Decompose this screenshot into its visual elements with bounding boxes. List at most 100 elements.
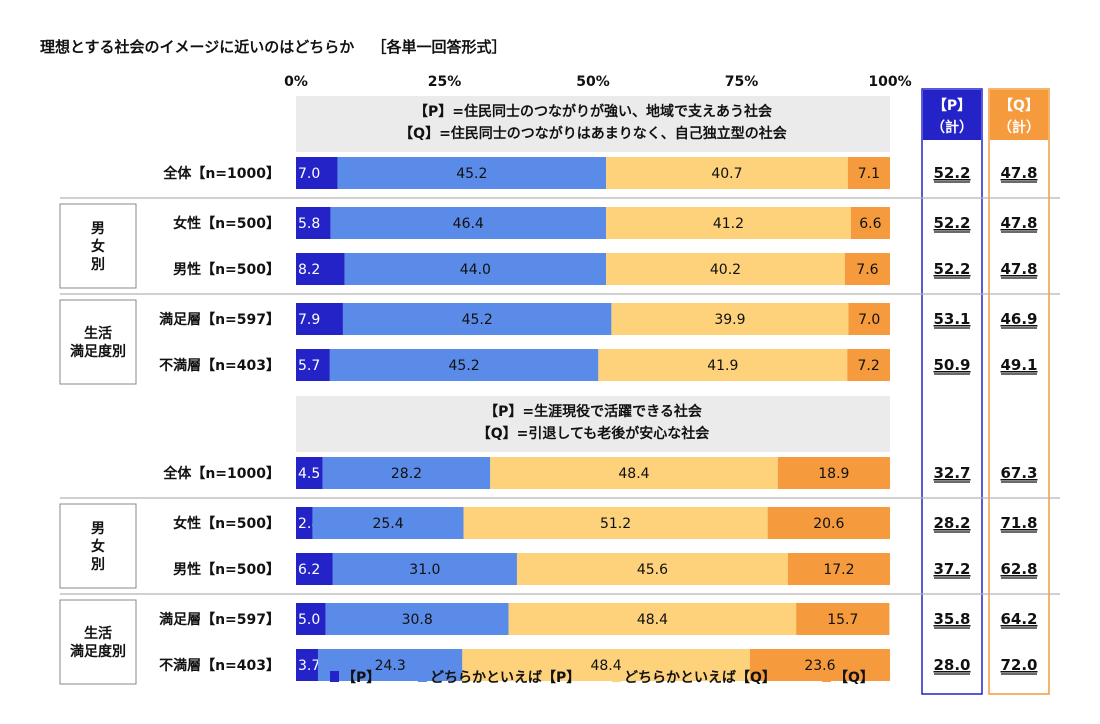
bar-value-label: 24.3 <box>375 658 406 674</box>
bar-segment-leanP <box>329 349 599 381</box>
bar-value-label: 45.2 <box>462 312 493 328</box>
bar-value-label: 7.6 <box>856 262 878 278</box>
bar-segment-leanP <box>330 207 607 239</box>
chart-title: 理想とする社会のイメージに近いのはどちらか ［各単一回答形式］ <box>40 36 507 57</box>
bar-value-label: 48.4 <box>618 466 649 482</box>
axis-tick-label: 100% <box>868 74 911 90</box>
row-label: 男性【n=500】 <box>173 561 280 578</box>
bar-value-label: 7.1 <box>858 166 880 182</box>
legend-swatch <box>822 671 831 682</box>
bar-value-label: 40.2 <box>710 262 741 278</box>
p-total-value: 35.8 <box>933 610 970 628</box>
bar-segment-leanP <box>344 253 607 285</box>
group-label-text: 女 <box>91 538 105 555</box>
legend-swatch <box>612 671 621 682</box>
bar-value-label: 3.7 <box>298 658 320 674</box>
row-label: 全体【n=1000】 <box>162 465 280 482</box>
bar-segment-Q <box>847 349 890 381</box>
bar-segment-P <box>296 603 326 635</box>
q-total-value: 46.9 <box>1000 310 1037 328</box>
p-total-value: 28.2 <box>933 514 970 532</box>
bar-segment-leanP <box>337 157 607 189</box>
bar-value-label: 45.2 <box>456 166 487 182</box>
row-label: 男性【n=500】 <box>173 261 280 278</box>
p-total-value: 52.2 <box>933 260 970 278</box>
legend-swatch <box>330 671 339 682</box>
bar-segment-P <box>296 157 338 189</box>
chart-title-text: 理想とする社会のイメージに近いのはどちらか <box>40 38 355 56</box>
group-label-text: 別 <box>90 257 105 273</box>
bar-value-label: 45.2 <box>449 358 480 374</box>
p-total-column-frame <box>921 88 983 695</box>
bar-value-label: 15.7 <box>827 612 858 628</box>
panel-header-background <box>296 96 890 152</box>
bar-value-label: 4.5 <box>298 466 320 482</box>
bar-value-label: 28.2 <box>391 466 422 482</box>
panel-header-line: 【P】=生涯現役で活躍できる社会 <box>484 403 703 420</box>
group-label-box <box>59 503 137 589</box>
p-total-value: 32.7 <box>933 464 970 482</box>
bar-segment-leanQ <box>463 507 768 539</box>
group-label-text: 生活 <box>84 325 112 342</box>
bar-segment-Q <box>848 303 890 335</box>
axis-tick-label: 75% <box>725 74 759 90</box>
q-total-header-line: （計） <box>998 119 1040 136</box>
group-label-text: 満足度別 <box>70 643 126 660</box>
bar-segment-P <box>296 649 318 681</box>
bar-segment-Q <box>796 603 890 635</box>
q-total-value: 67.3 <box>1000 464 1037 482</box>
group-label-text: 満足度別 <box>70 343 126 360</box>
row-label: 女性【n=500】 <box>173 515 280 532</box>
bar-value-label: 41.9 <box>707 358 738 374</box>
bar-segment-leanP <box>342 303 612 335</box>
bar-value-label: 7.2 <box>857 358 879 374</box>
chart-subtitle: ［各単一回答形式］ <box>371 38 507 56</box>
bar-value-label: 6.2 <box>298 562 320 578</box>
bar-segment-Q <box>787 553 890 585</box>
axis-tick-label: 25% <box>428 74 462 90</box>
bar-segment-P <box>296 349 330 381</box>
q-total-value: 47.8 <box>1000 214 1037 232</box>
row-label: 全体【n=1000】 <box>162 165 280 182</box>
bar-value-label: 45.6 <box>637 562 668 578</box>
bar-segment-leanQ <box>606 207 851 239</box>
bar-value-label: 7.0 <box>858 312 880 328</box>
bar-segment-leanQ <box>490 457 778 489</box>
bar-segment-P <box>296 507 313 539</box>
q-total-value: 47.8 <box>1000 260 1037 278</box>
q-total-value: 47.8 <box>1000 164 1037 182</box>
p-total-header-background <box>923 90 981 140</box>
bar-segment-leanQ <box>462 649 750 681</box>
panel-header-line: 【Q】=引退しても老後が安心な社会 <box>477 425 711 442</box>
bar-value-label: 7.9 <box>298 312 320 328</box>
bar-segment-P <box>296 207 331 239</box>
bar-value-label: 20.6 <box>813 516 844 532</box>
p-total-header-line: （計） <box>931 119 973 136</box>
bar-value-label: 5.0 <box>298 612 320 628</box>
group-label-text: 生活 <box>84 625 112 642</box>
bar-value-label: 31.0 <box>409 562 440 578</box>
panel-header-line: 【Q】=住民同士のつながりはあまりなく、自己独立型の社会 <box>399 125 788 142</box>
row-label: 不満層【n=403】 <box>159 657 280 674</box>
bar-segment-leanP <box>312 507 464 539</box>
bar-value-label: 51.2 <box>600 516 631 532</box>
bar-value-label: 25.4 <box>372 516 403 532</box>
q-total-value: 49.1 <box>1000 356 1037 374</box>
bar-value-label: 18.9 <box>818 466 849 482</box>
q-total-header-line: 【Q】 <box>999 98 1039 114</box>
p-total-header-line: 【P】 <box>933 98 971 114</box>
bar-segment-leanP <box>322 457 491 489</box>
p-total-value: 52.2 <box>933 214 970 232</box>
axis-tick-label: 0% <box>284 74 308 90</box>
group-label-box <box>59 299 137 385</box>
bar-value-label: 17.2 <box>823 562 854 578</box>
row-label: 女性【n=500】 <box>173 215 280 232</box>
bar-segment-leanP <box>332 553 517 585</box>
bar-segment-Q <box>767 507 890 539</box>
legend-swatch <box>418 671 427 682</box>
legend-label: どちらかといえば【P】 <box>430 670 580 686</box>
group-label-text: 別 <box>90 557 105 573</box>
row-label: 満足層【n=597】 <box>159 611 280 628</box>
p-total-value: 53.1 <box>933 310 970 328</box>
bar-segment-Q <box>847 157 890 189</box>
